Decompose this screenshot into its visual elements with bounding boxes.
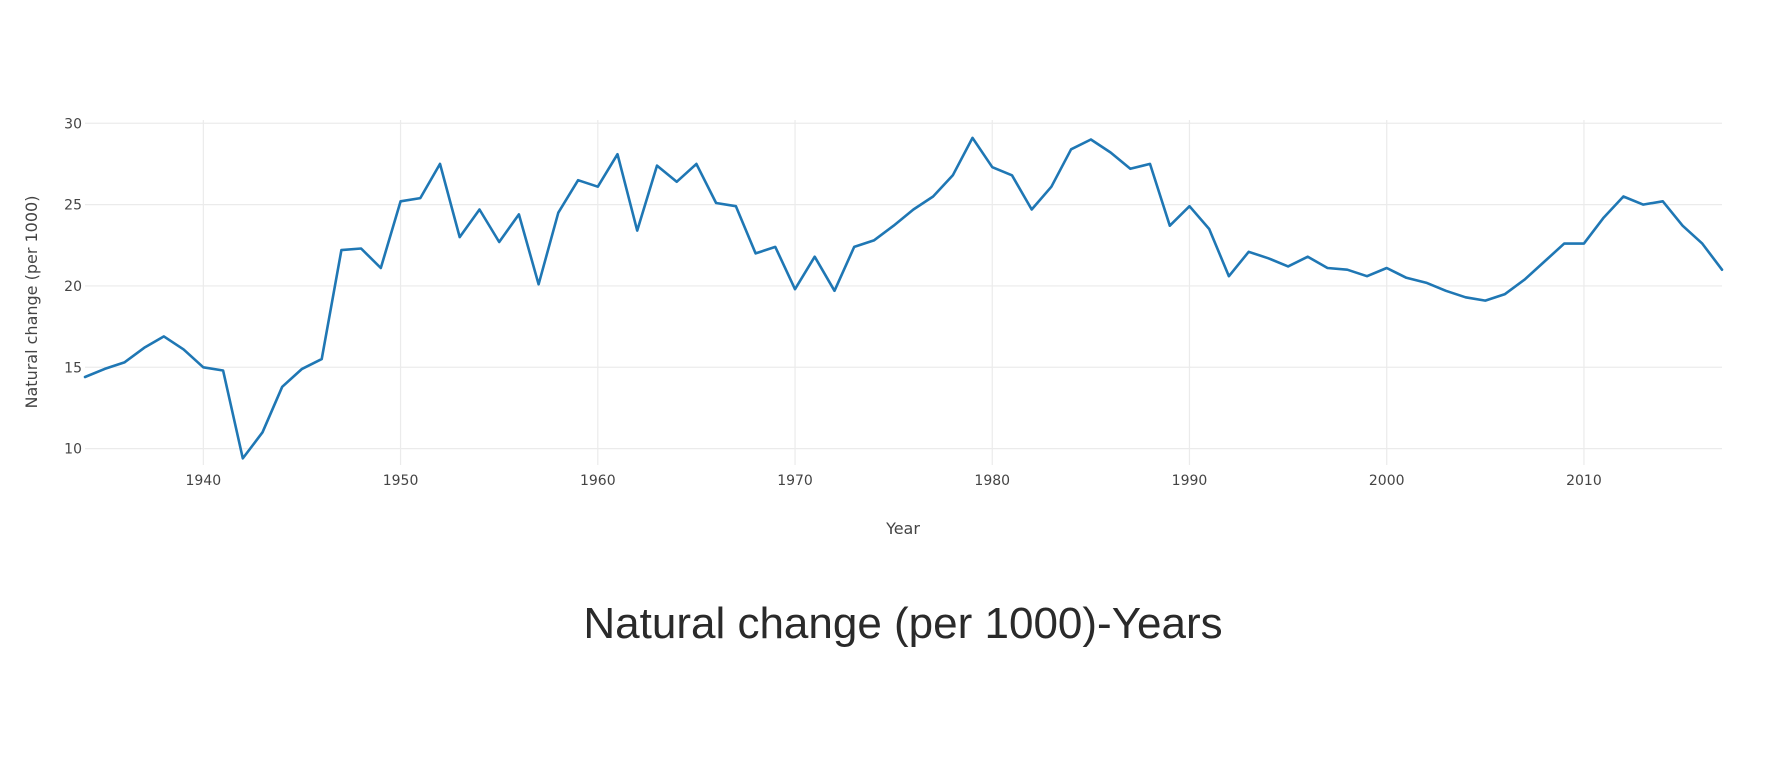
- x-tick-label: 2000: [1369, 473, 1405, 489]
- y-tick-label: 20: [64, 279, 82, 295]
- x-axis-title: Year: [885, 519, 920, 538]
- series-line-0: [83, 136, 1724, 460]
- y-tick-label: 30: [64, 116, 82, 132]
- x-tick-label: 1980: [974, 473, 1010, 489]
- x-tick-label: 1960: [580, 473, 616, 489]
- chart-title: Natural change (per 1000)-Years: [583, 599, 1222, 648]
- y-tick-labels: 10 15 20 25 30: [64, 116, 82, 457]
- x-tick-label: 1990: [1172, 473, 1208, 489]
- x-tick-label: 1970: [777, 473, 813, 489]
- x-tick-label: 1950: [383, 473, 419, 489]
- x-tick-label: 2010: [1566, 473, 1602, 489]
- x-tick-label: 1940: [186, 473, 222, 489]
- y-gridlines: [85, 122, 1722, 450]
- y-axis-title: Natural change (per 1000): [22, 196, 41, 409]
- y-tick-label: 15: [64, 360, 82, 376]
- x-tick-labels: 1940 1950 1960 1970 1980 1990 2000 2010: [186, 473, 1602, 489]
- y-tick-label: 25: [64, 198, 82, 214]
- x-gridlines: [202, 120, 1585, 465]
- series-group: [83, 136, 1724, 460]
- y-tick-label: 10: [64, 442, 82, 458]
